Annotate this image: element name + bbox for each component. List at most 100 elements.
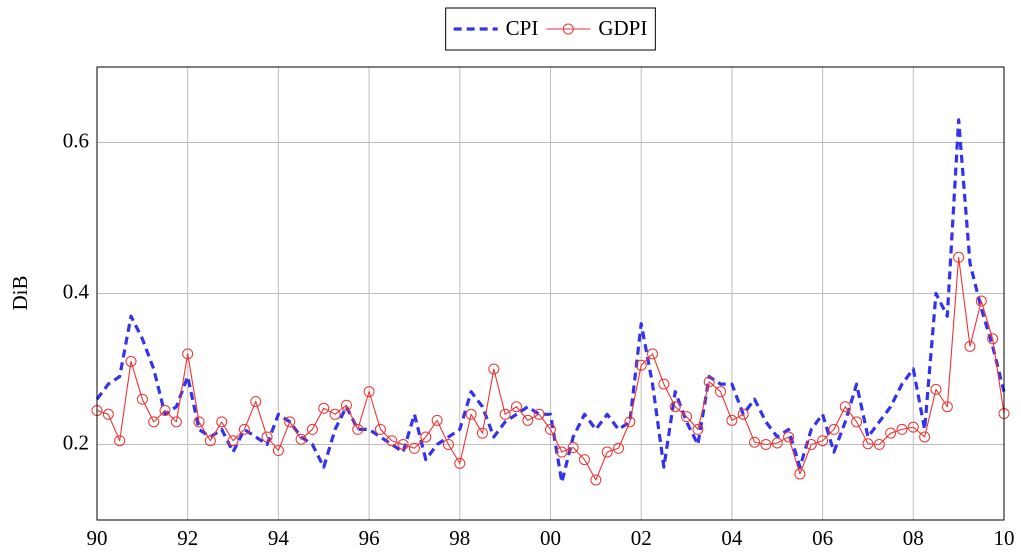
series-marker bbox=[522, 414, 534, 426]
series-marker bbox=[703, 376, 715, 388]
series-marker bbox=[579, 454, 591, 466]
series-marker bbox=[760, 439, 772, 450]
y-tick-label: 0.4 bbox=[63, 279, 90, 303]
series-marker bbox=[148, 416, 160, 428]
series-marker bbox=[386, 435, 398, 447]
series-marker bbox=[817, 435, 829, 447]
series-marker bbox=[170, 416, 182, 428]
series-marker bbox=[352, 423, 364, 435]
series-marker bbox=[771, 437, 783, 449]
series-marker bbox=[193, 416, 205, 428]
series-marker bbox=[624, 416, 636, 428]
series-marker bbox=[465, 408, 477, 420]
series-marker bbox=[669, 401, 681, 413]
series-marker bbox=[783, 431, 795, 443]
series-marker bbox=[794, 468, 806, 480]
y-tick-label: 0.6 bbox=[63, 128, 89, 152]
series-marker bbox=[261, 431, 273, 443]
series-line bbox=[96, 256, 1005, 481]
series-marker bbox=[975, 295, 987, 307]
series-marker bbox=[545, 423, 556, 435]
legend-label: CPI bbox=[506, 16, 539, 40]
series-marker bbox=[805, 439, 817, 450]
x-tick-label: 02 bbox=[631, 526, 652, 550]
x-tick-label: 92 bbox=[177, 526, 198, 550]
series-marker bbox=[715, 386, 727, 398]
x-tick-label: 00 bbox=[540, 526, 561, 550]
series-marker bbox=[397, 439, 409, 450]
x-tick-label: 98 bbox=[449, 526, 470, 550]
series-marker bbox=[647, 348, 659, 360]
series-marker bbox=[295, 433, 307, 445]
series-marker bbox=[726, 414, 738, 426]
y-axis-label: DiB bbox=[8, 275, 32, 310]
series-marker bbox=[159, 405, 171, 417]
series-marker bbox=[374, 423, 386, 435]
series-marker bbox=[658, 378, 670, 390]
series-marker bbox=[941, 401, 953, 413]
series-marker bbox=[851, 416, 863, 428]
series-marker bbox=[284, 416, 296, 428]
series-marker bbox=[896, 423, 908, 435]
series-marker bbox=[556, 446, 568, 458]
legend: CPI GDPI bbox=[445, 7, 656, 51]
series-marker bbox=[476, 427, 488, 439]
series-marker bbox=[692, 423, 704, 435]
series-marker bbox=[839, 401, 851, 413]
y-tick-label: 0.2 bbox=[63, 430, 89, 454]
series-marker bbox=[919, 431, 931, 443]
series-marker bbox=[953, 251, 965, 263]
legend-item: GDPI bbox=[546, 16, 647, 40]
series-marker bbox=[613, 442, 625, 454]
series-marker bbox=[102, 408, 114, 420]
series-marker bbox=[681, 411, 693, 423]
series-marker bbox=[533, 408, 545, 420]
series-marker bbox=[635, 359, 647, 371]
series-marker bbox=[318, 402, 330, 414]
series-marker bbox=[204, 435, 216, 447]
series-marker bbox=[873, 439, 885, 450]
series-marker bbox=[431, 414, 443, 426]
series-marker bbox=[136, 393, 148, 405]
legend-marker bbox=[562, 23, 574, 35]
series-marker bbox=[250, 395, 262, 407]
series-marker bbox=[340, 399, 352, 411]
series-marker bbox=[306, 423, 318, 435]
series-marker bbox=[499, 408, 511, 420]
series-marker bbox=[216, 416, 228, 428]
series-marker bbox=[182, 348, 194, 360]
series-marker bbox=[930, 383, 942, 395]
series-marker bbox=[862, 438, 874, 450]
x-tick-label: 94 bbox=[268, 526, 290, 550]
plot-frame bbox=[96, 66, 1005, 521]
series-marker bbox=[227, 435, 239, 447]
x-tick-label: 08 bbox=[903, 526, 924, 550]
series-marker bbox=[964, 340, 976, 352]
series-marker bbox=[907, 421, 919, 433]
x-tick-label: 96 bbox=[359, 526, 380, 550]
series-marker bbox=[987, 333, 999, 345]
series-marker bbox=[510, 401, 522, 413]
series-marker bbox=[420, 431, 432, 443]
legend-item: CPI bbox=[453, 16, 539, 40]
series-marker bbox=[272, 445, 284, 457]
legend-label: GDPI bbox=[598, 16, 647, 40]
series-marker bbox=[114, 435, 126, 447]
series-marker bbox=[601, 446, 613, 458]
series-marker bbox=[125, 355, 137, 367]
series-marker bbox=[408, 442, 420, 454]
series-marker bbox=[749, 436, 761, 448]
series-marker bbox=[567, 442, 579, 454]
x-tick-label: 90 bbox=[87, 526, 108, 550]
series-marker bbox=[454, 457, 466, 469]
series-marker bbox=[238, 423, 250, 435]
series-marker bbox=[828, 423, 840, 435]
x-tick-label: 10 bbox=[994, 526, 1015, 550]
series-marker bbox=[737, 408, 749, 420]
x-tick-label: 04 bbox=[721, 526, 743, 550]
series-marker bbox=[329, 408, 341, 420]
series-marker bbox=[590, 474, 602, 486]
series-marker bbox=[488, 363, 500, 375]
series-marker bbox=[363, 386, 375, 398]
